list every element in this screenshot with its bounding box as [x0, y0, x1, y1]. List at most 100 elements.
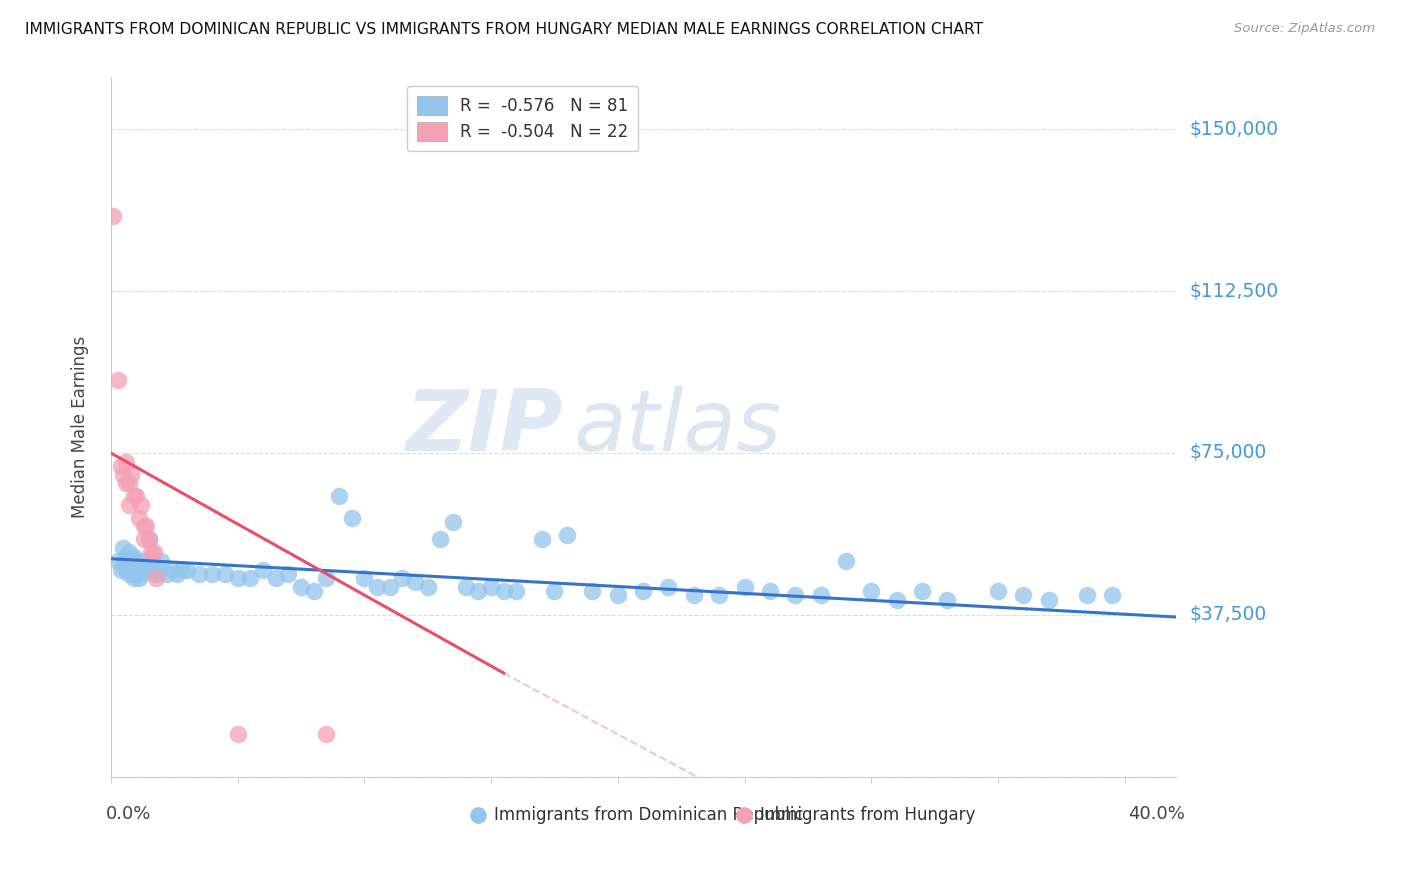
Point — [122, 549, 145, 564]
Point — [135, 558, 157, 573]
Point — [226, 571, 249, 585]
Point — [129, 498, 152, 512]
Point — [117, 566, 139, 581]
Point — [860, 584, 883, 599]
Point — [145, 566, 167, 581]
Point — [378, 580, 401, 594]
Point — [264, 571, 287, 585]
Point — [128, 571, 150, 585]
Point — [239, 571, 262, 585]
Point — [709, 589, 731, 603]
Point — [479, 580, 502, 594]
Text: 40.0%: 40.0% — [1128, 805, 1184, 822]
Point — [176, 562, 198, 576]
Point — [120, 554, 142, 568]
Point — [115, 454, 138, 468]
Point — [429, 533, 451, 547]
Point — [120, 467, 142, 482]
Point — [188, 566, 211, 581]
Point — [353, 571, 375, 585]
Point — [416, 580, 439, 594]
Point — [467, 584, 489, 599]
Point — [810, 589, 832, 603]
Point — [112, 541, 135, 555]
Point — [454, 580, 477, 594]
Point — [505, 584, 527, 599]
Point — [201, 566, 224, 581]
Point — [530, 533, 553, 547]
Point — [115, 549, 138, 564]
Point — [115, 562, 138, 576]
Point — [214, 566, 236, 581]
Point — [226, 726, 249, 740]
Legend: R =  -0.576   N = 81, R =  -0.504   N = 22: R = -0.576 N = 81, R = -0.504 N = 22 — [406, 86, 638, 151]
Point — [125, 566, 148, 581]
Point — [911, 584, 934, 599]
Point — [115, 476, 138, 491]
Text: $75,000: $75,000 — [1189, 443, 1267, 462]
Point — [315, 571, 337, 585]
Point — [1038, 592, 1060, 607]
Point — [759, 584, 782, 599]
Point — [886, 592, 908, 607]
Point — [120, 562, 142, 576]
Point — [631, 584, 654, 599]
Point — [141, 545, 163, 559]
Point — [122, 489, 145, 503]
Point — [128, 558, 150, 573]
Point — [682, 589, 704, 603]
Text: 0.0%: 0.0% — [105, 805, 150, 822]
Point — [125, 554, 148, 568]
Point — [110, 458, 132, 473]
Point — [107, 554, 129, 568]
Point — [155, 566, 177, 581]
Text: $37,500: $37,500 — [1189, 606, 1267, 624]
Point — [148, 562, 170, 576]
Point — [129, 562, 152, 576]
Point — [290, 580, 312, 594]
Point — [170, 562, 193, 576]
Point — [142, 545, 165, 559]
Point — [117, 476, 139, 491]
Point — [145, 571, 167, 585]
Point — [492, 584, 515, 599]
Text: $112,500: $112,500 — [1189, 282, 1278, 301]
Text: ZIP: ZIP — [406, 385, 564, 468]
Text: Immigrants from Dominican Republic: Immigrants from Dominican Republic — [494, 806, 804, 824]
Point — [404, 575, 426, 590]
Point — [734, 580, 756, 594]
Point — [277, 566, 299, 581]
Point — [122, 571, 145, 585]
Point — [987, 584, 1010, 599]
Point — [142, 562, 165, 576]
Point — [328, 489, 350, 503]
Point — [117, 498, 139, 512]
Point — [1101, 589, 1123, 603]
Point — [141, 554, 163, 568]
Point — [785, 589, 807, 603]
Point — [135, 519, 157, 533]
Point — [110, 562, 132, 576]
Point — [103, 209, 125, 223]
Point — [657, 580, 679, 594]
Point — [150, 554, 173, 568]
Point — [835, 554, 858, 568]
Y-axis label: Median Male Earnings: Median Male Earnings — [72, 336, 89, 518]
Point — [132, 533, 155, 547]
Point — [129, 566, 152, 581]
Text: $150,000: $150,000 — [1189, 120, 1278, 139]
Text: Immigrants from Hungary: Immigrants from Hungary — [761, 806, 976, 824]
Point — [132, 554, 155, 568]
Point — [543, 584, 565, 599]
Point — [302, 584, 325, 599]
Point — [112, 558, 135, 573]
Point — [936, 592, 959, 607]
Point — [125, 489, 148, 503]
Point — [1012, 589, 1035, 603]
Point — [166, 566, 188, 581]
Point — [252, 562, 274, 576]
Point — [340, 510, 363, 524]
Point — [117, 545, 139, 559]
Text: Source: ZipAtlas.com: Source: ZipAtlas.com — [1234, 22, 1375, 36]
Point — [1076, 589, 1098, 603]
